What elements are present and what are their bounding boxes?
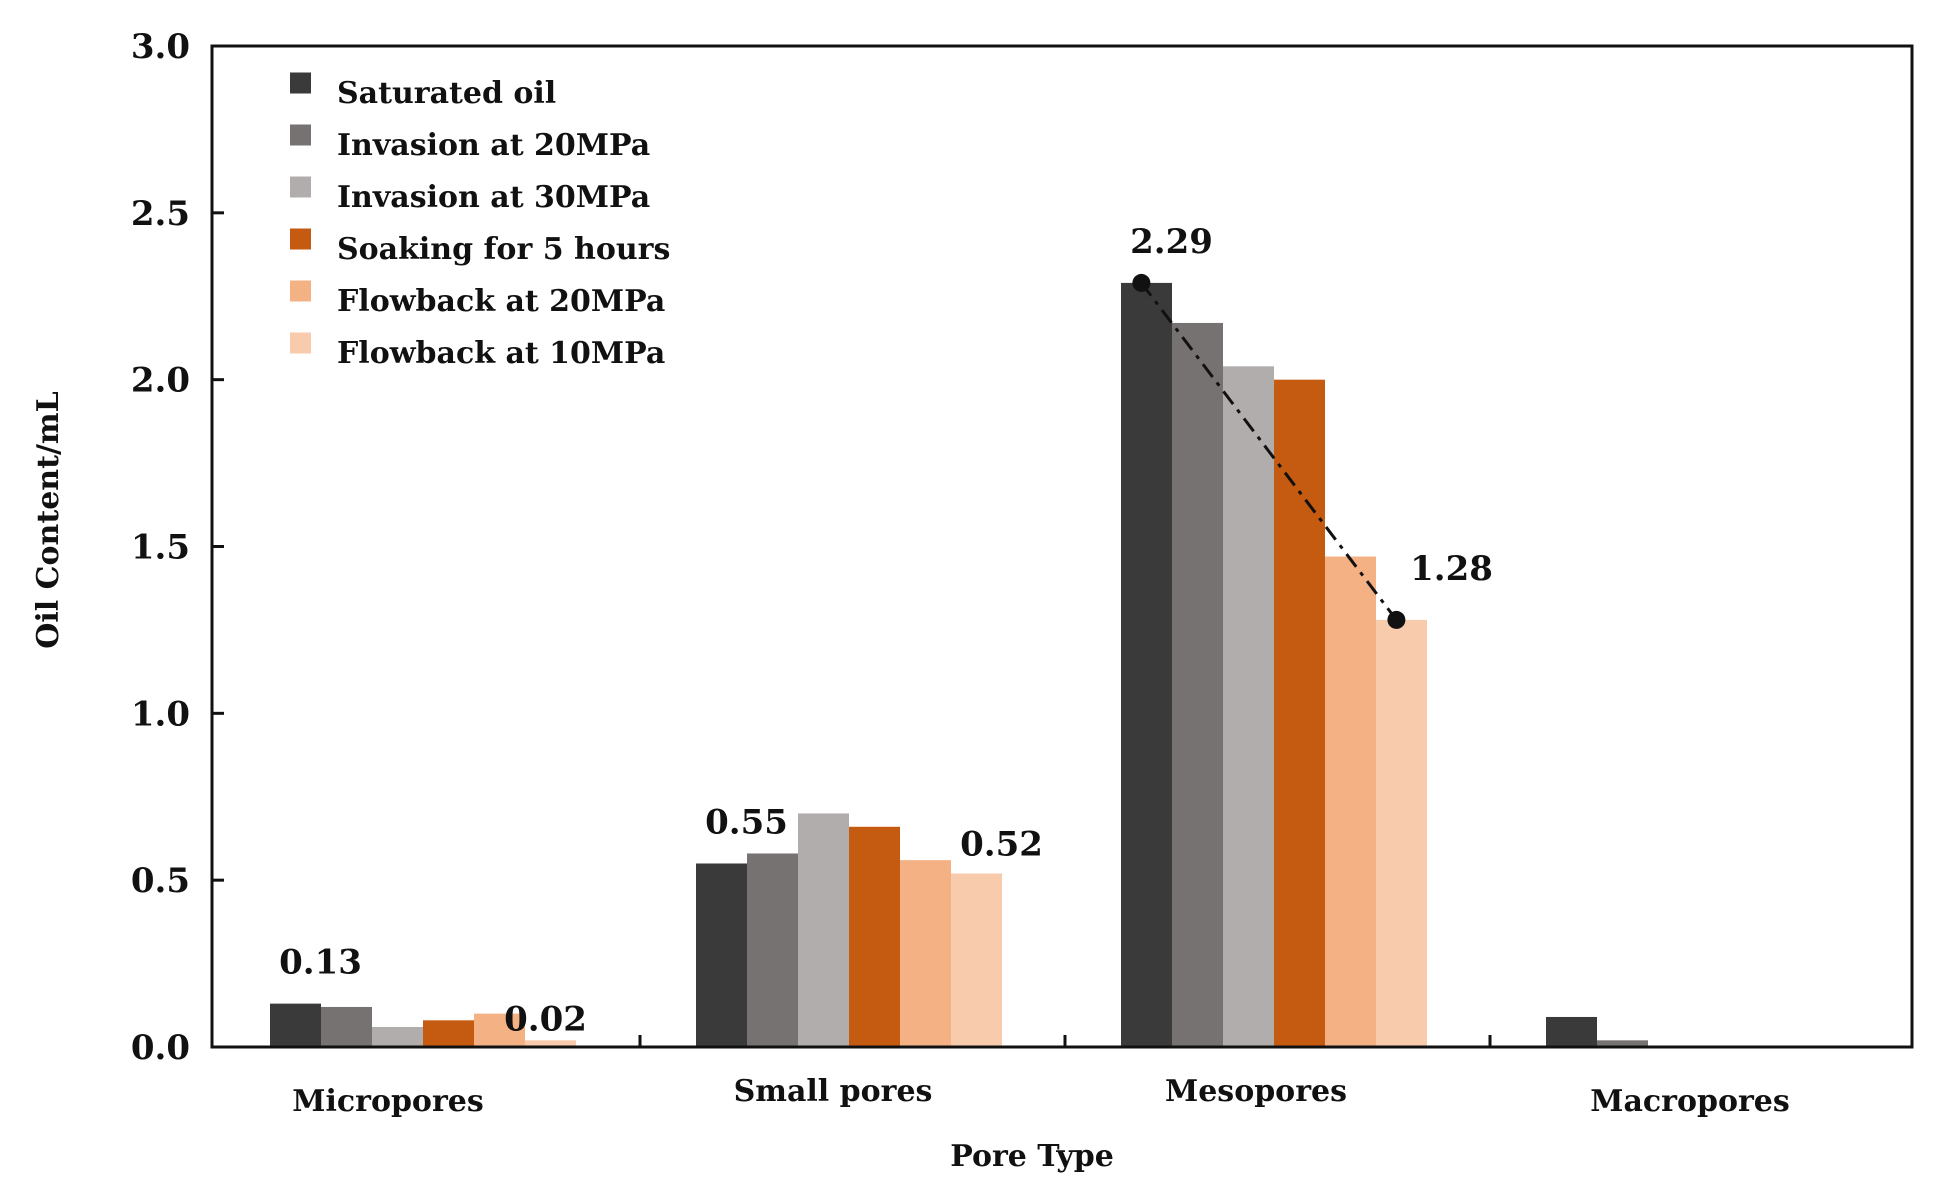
legend-label: Invasion at 20MPa [337, 128, 650, 163]
bar-small-pores-series-1 [696, 863, 747, 1047]
data-label: 1.28 [1410, 549, 1493, 589]
ticks-layer [212, 44, 1492, 1049]
bar-mesopores-series-3 [1223, 366, 1274, 1047]
bar-micropores-series-2 [321, 1006, 372, 1047]
bar-micropores-series-3 [372, 1026, 423, 1047]
bar-macropores-series-1 [1546, 1016, 1597, 1047]
legend-label: Flowback at 20MPa [337, 284, 665, 319]
data-label: 0.02 [504, 999, 587, 1039]
bar-micropores-series-4 [423, 1020, 474, 1047]
x-axis-title: Pore Type [950, 1139, 1114, 1174]
y-tick-label: 0.5 [131, 861, 190, 901]
x-tick-label: Micropores [292, 1084, 483, 1119]
bar-macropores-series-2 [1597, 1040, 1648, 1047]
data-label: 2.29 [1130, 222, 1213, 262]
labels-layer: 0.0 0.5 1.0 1.5 2.0 2.5 3.0 Micropores Small por… [131, 27, 1790, 1119]
legend-swatch [290, 280, 311, 302]
trend-start-marker [1132, 273, 1151, 292]
y-tick-label: 0.0 [131, 1028, 190, 1068]
bar-mesopores-series-6 [1376, 619, 1427, 1047]
data-label: 0.13 [279, 943, 362, 983]
legend-swatch [290, 332, 311, 354]
y-tick-label: 2.0 [131, 361, 190, 401]
legend-swatch [290, 124, 311, 146]
y-tick-label: 2.5 [131, 194, 190, 234]
bar-small-pores-series-4 [849, 826, 900, 1047]
legend: Saturated oil Invasion at 20MPa Invasion a… [290, 72, 670, 371]
x-tick-label: Macropores [1590, 1084, 1790, 1119]
bars-layer [270, 282, 1648, 1048]
x-tick-label: Small pores [734, 1074, 933, 1109]
data-label: 0.55 [705, 802, 788, 842]
bar-mesopores-series-1 [1121, 282, 1172, 1047]
x-tick-label: Mesopores [1165, 1074, 1347, 1109]
bar-micropores-series-1 [270, 1003, 321, 1047]
trend-end-marker [1387, 610, 1406, 629]
legend-label: Soaking for 5 hours [337, 232, 670, 267]
trend-layer [1132, 273, 1406, 629]
trend-line [1140, 281, 1398, 621]
bar-mesopores-series-2 [1172, 322, 1223, 1047]
y-tick-label: 1.5 [131, 528, 190, 568]
bar-micropores-series-6 [525, 1040, 576, 1047]
data-label: 0.52 [960, 824, 1043, 864]
annotations-layer: 0.13 0.02 0.55 0.52 2.29 1.28 [279, 222, 1493, 1039]
legend-label: Invasion at 30MPa [337, 180, 650, 215]
y-axis-title: Oil Content/mL [31, 391, 66, 648]
bar-small-pores-series-3 [798, 813, 849, 1047]
legend-swatch [290, 176, 311, 198]
bar-micropores-series-5 [474, 1013, 525, 1047]
legend-swatch [290, 72, 311, 94]
bar-small-pores-series-2 [747, 853, 798, 1047]
y-tick-label: 3.0 [131, 27, 190, 67]
legend-label: Flowback at 10MPa [337, 336, 665, 371]
bar-small-pores-series-6 [951, 873, 1002, 1047]
y-tick-label: 1.0 [131, 694, 190, 734]
bar-small-pores-series-5 [900, 860, 951, 1047]
bar-mesopores-series-5 [1325, 556, 1376, 1047]
bar-mesopores-series-4 [1274, 379, 1325, 1048]
legend-label: Saturated oil [337, 76, 556, 111]
legend-swatch [290, 228, 311, 250]
